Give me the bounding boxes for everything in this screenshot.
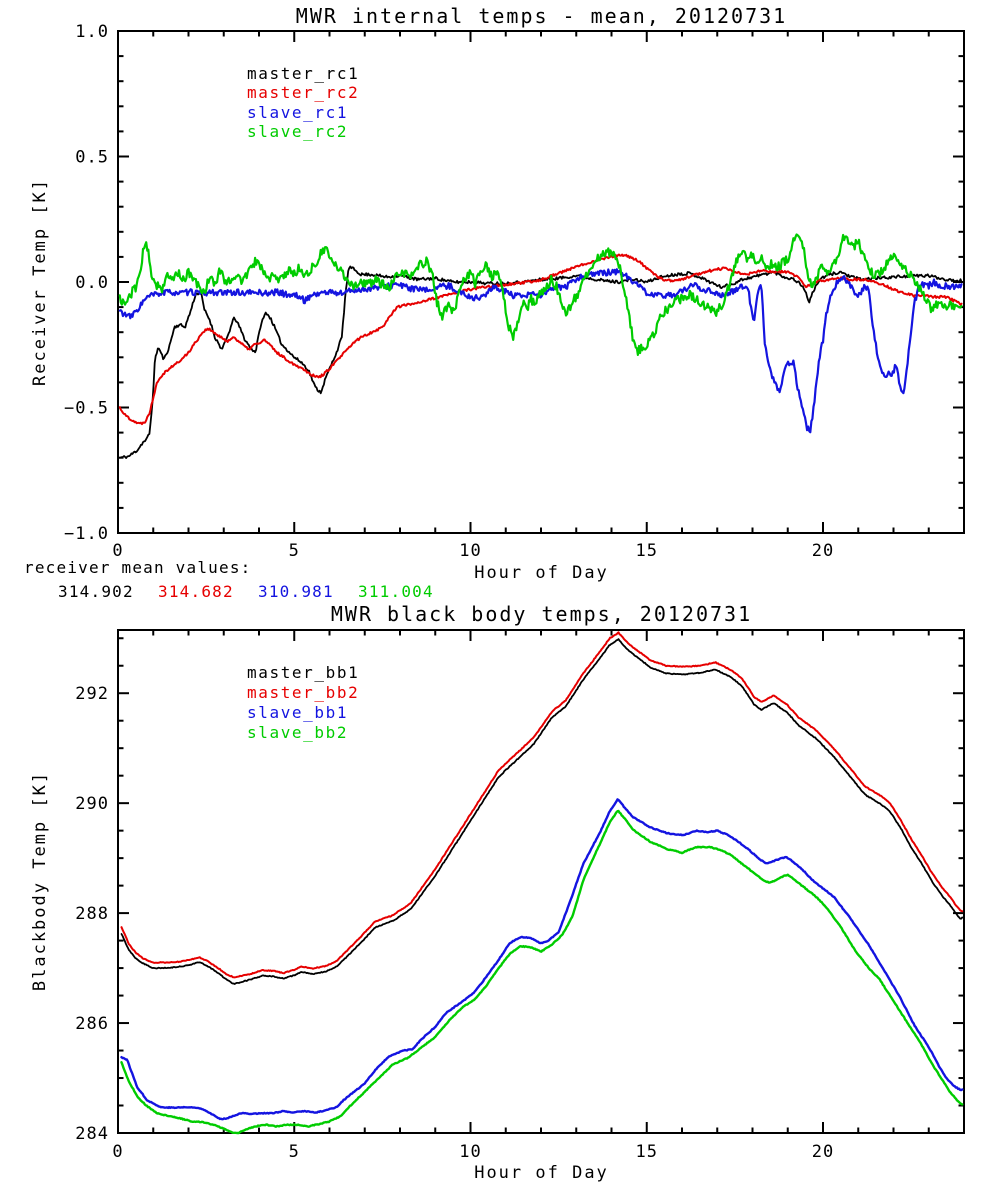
- bottom-x-axis-label: Hour of Day: [474, 1163, 609, 1183]
- bottom-x-tick-label: 10: [459, 1142, 481, 1162]
- bottom-y-tick-label: 284: [75, 1124, 109, 1144]
- mean-value-slave-rc1: 310.981: [258, 582, 334, 601]
- legend-item-slave-rc2: slave_rc2: [247, 122, 349, 141]
- top-y-tick-label: 1.0: [75, 22, 109, 42]
- top-y-tick-label: 0.5: [75, 148, 109, 168]
- top-x-tick-label: 15: [636, 541, 658, 561]
- top-y-tick-label: 0.0: [75, 273, 109, 293]
- bottom-series-slave_bb1: [120, 798, 964, 1121]
- bottom-y-tick-label: 292: [75, 684, 109, 704]
- bottom-x-tick-label: 20: [812, 1142, 834, 1162]
- legend-item-slave-rc1: slave_rc1: [247, 103, 349, 122]
- legend-item-master-rc2: master_rc2: [247, 83, 360, 102]
- bottom-series-master_bb2: [120, 631, 964, 979]
- bottom-x-tick-label: 5: [289, 1142, 300, 1162]
- mean-value-master-rc1: 314.902: [58, 582, 134, 601]
- top-series-slave_rc1: [118, 268, 963, 434]
- top-y-axis-label: Receiver Temp [K]: [30, 178, 50, 386]
- legend-item-master-rc1: master_rc1: [247, 64, 360, 83]
- bottom-plot-box: [117, 629, 965, 1134]
- legend-item-slave-bb2: slave_bb2: [247, 723, 349, 742]
- bottom-y-axis-label: Blackbody Temp [K]: [30, 770, 50, 992]
- top-x-tick-label: 10: [459, 541, 481, 561]
- legend-item-master-bb2: master_bb2: [247, 683, 360, 702]
- top-series-slave_rc2: [118, 233, 963, 356]
- bottom-chart-title: MWR black body temps, 20120731: [330, 602, 753, 626]
- top-y-tick-label: −1.0: [64, 524, 109, 544]
- mean-value-slave-rc2: 311.004: [358, 582, 434, 601]
- bottom-y-tick-label: 290: [75, 794, 109, 814]
- top-chart-title: MWR internal temps - mean, 20120731: [295, 4, 788, 28]
- bottom-x-tick-label: 0: [112, 1142, 123, 1162]
- top-x-tick-label: 5: [289, 541, 300, 561]
- bottom-series-master_bb1: [120, 638, 964, 985]
- mean-value-master-rc2: 314.682: [158, 582, 234, 601]
- top-x-tick-label: 20: [812, 541, 834, 561]
- top-x-axis-label: Hour of Day: [474, 563, 609, 583]
- legend-item-slave-bb1: slave_bb1: [247, 703, 349, 722]
- bottom-y-tick-label: 286: [75, 1014, 109, 1034]
- top-series-master_rc2: [118, 253, 963, 426]
- top-x-tick-label: 0: [112, 541, 123, 561]
- receiver-mean-values-label: receiver mean values:: [24, 558, 252, 577]
- legend-item-master-bb1: master_bb1: [247, 663, 360, 682]
- bottom-series-slave_bb2: [120, 809, 964, 1135]
- bottom-y-tick-label: 288: [75, 904, 109, 924]
- top-y-tick-label: −0.5: [64, 399, 109, 419]
- bottom-x-tick-label: 15: [636, 1142, 658, 1162]
